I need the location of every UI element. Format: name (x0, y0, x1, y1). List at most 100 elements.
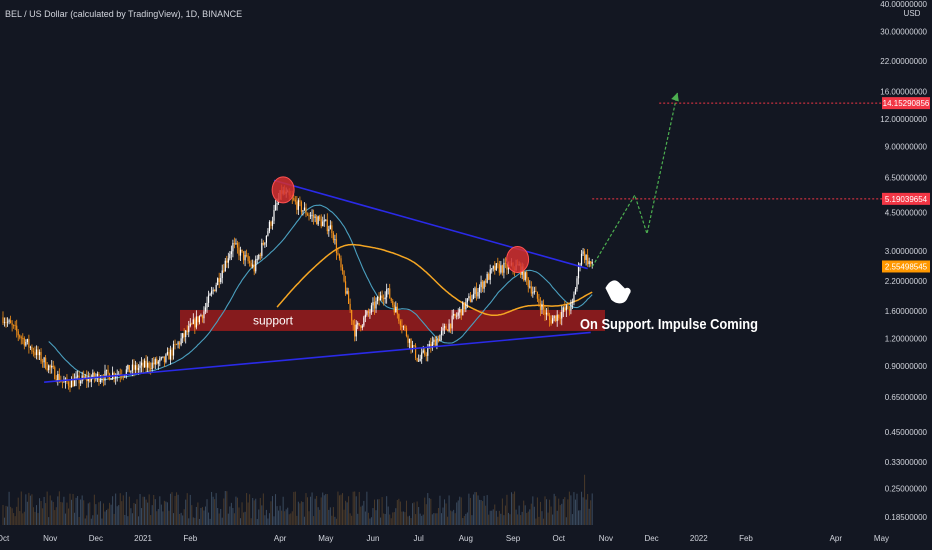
candle-body (407, 336, 409, 343)
volume-bar (468, 493, 470, 525)
volume-bar (535, 518, 537, 525)
projection-line (591, 92, 679, 268)
volume-bar (150, 515, 152, 525)
volume-bar (520, 515, 522, 525)
volume-bar (434, 513, 436, 525)
time-tick-label[interactable]: May (874, 534, 889, 543)
candle-body (96, 373, 98, 377)
candle-body (381, 295, 383, 299)
candle-body (472, 294, 475, 300)
volume-bar (51, 500, 53, 525)
time-axis[interactable]: Oct Nov Dec 2021 Feb Apr May Jun Jul Aug Sep Oct Nov… (0, 534, 889, 543)
candle-body (446, 329, 449, 332)
time-tick-label[interactable]: Oct (552, 534, 565, 543)
volume-bar (319, 509, 321, 525)
volume-bar (436, 513, 438, 525)
time-tick-label[interactable]: May (318, 534, 333, 543)
volume-bar (261, 505, 263, 525)
price-tick-label[interactable]: 12.00000000 (880, 115, 927, 124)
candle-body (258, 254, 260, 259)
volume-bar (253, 500, 255, 525)
candle-body (369, 312, 371, 314)
time-tick-label[interactable]: 2022 (690, 534, 708, 543)
time-tick-label[interactable]: Aug (459, 534, 473, 543)
price-tick-label[interactable]: 2.20000000 (885, 277, 928, 286)
volume-bar (32, 507, 34, 525)
volume-bar (101, 518, 103, 525)
volume-bar (243, 512, 245, 525)
candle-body (60, 381, 62, 383)
volume-bar (224, 491, 226, 525)
price-label-box (882, 97, 930, 110)
volume-bar (139, 494, 141, 525)
time-tick-label[interactable]: Dec (644, 534, 658, 543)
price-tick-label[interactable]: 0.90000000 (885, 362, 928, 371)
volume-bar (136, 499, 138, 525)
time-tick-label[interactable]: Jun (367, 534, 380, 543)
price-tick-label[interactable]: 3.00000000 (885, 247, 928, 256)
candle-body (264, 242, 266, 245)
volume-bar (162, 511, 164, 525)
volume-bar (396, 500, 398, 525)
time-tick-label[interactable]: Dec (89, 534, 103, 543)
volume-bar (518, 505, 520, 525)
candle-body (378, 297, 380, 301)
volume-bar (501, 498, 503, 525)
price-label-box (882, 260, 930, 273)
candle-body (349, 303, 351, 311)
candle-body (532, 292, 534, 294)
time-tick-label[interactable]: Jul (414, 534, 424, 543)
volume-bar (345, 500, 347, 525)
time-tick-label[interactable]: Nov (43, 534, 57, 543)
price-tick-label[interactable]: 9.00000000 (885, 142, 928, 151)
price-tick-label[interactable]: 0.65000000 (885, 393, 928, 402)
volume-bar (425, 504, 427, 525)
candle-body (494, 266, 496, 271)
volume-bar (287, 507, 289, 525)
price-tick-label[interactable]: 16.00000000 (880, 87, 927, 96)
volume-bar (454, 513, 456, 525)
time-tick-label[interactable]: Feb (183, 534, 197, 543)
volume-bar (444, 499, 446, 525)
price-tick-label[interactable]: 0.45000000 (885, 428, 928, 437)
candle-body (361, 325, 363, 328)
candle-body (436, 338, 438, 347)
time-tick-label[interactable]: Apr (274, 534, 287, 543)
volume-bar (378, 499, 380, 525)
price-axis[interactable]: 40.00000000 30.00000000 22.00000000 16.0000… (880, 0, 927, 522)
candle-body (541, 303, 543, 310)
volume-bar (278, 510, 280, 525)
price-tick-label[interactable]: 1.60000000 (885, 307, 928, 316)
volume-bar (317, 507, 319, 525)
volume-bar (451, 511, 453, 525)
time-tick-label[interactable]: Apr (830, 534, 843, 543)
price-tick-label[interactable]: 6.50000000 (885, 173, 928, 182)
price-tick-label[interactable]: 22.00000000 (880, 57, 927, 66)
candle-body (325, 219, 327, 221)
candle-body (405, 328, 408, 337)
candle-body (133, 364, 135, 370)
time-tick-label[interactable]: 2021 (134, 534, 152, 543)
price-tick-label[interactable]: 1.20000000 (885, 335, 928, 344)
volume-bar (208, 512, 210, 525)
price-tick-label[interactable]: 4.50000000 (885, 208, 928, 217)
price-tick-label[interactable]: 0.18500000 (885, 513, 928, 522)
time-tick-label[interactable]: Oct (0, 534, 10, 543)
price-tick-label[interactable]: 0.33000000 (885, 458, 928, 467)
price-tick-label[interactable]: 40.00000000 (880, 0, 927, 9)
candle-body (312, 215, 315, 218)
candle-body (375, 301, 377, 309)
candle-body (483, 281, 485, 289)
volume-bars (2, 474, 593, 525)
time-tick-label[interactable]: Feb (739, 534, 753, 543)
candle-body (437, 338, 440, 342)
candle-body (591, 261, 593, 264)
time-tick-label[interactable]: Nov (599, 534, 613, 543)
price-labels: 14.15290856 5.19039654 2.55498545 (882, 97, 930, 273)
price-tick-label[interactable]: 0.25000000 (885, 484, 928, 493)
volume-bar (401, 511, 403, 525)
price-tick-label[interactable]: 30.00000000 (880, 27, 927, 36)
volume-bar (64, 513, 66, 525)
time-tick-label[interactable]: Sep (506, 534, 521, 543)
